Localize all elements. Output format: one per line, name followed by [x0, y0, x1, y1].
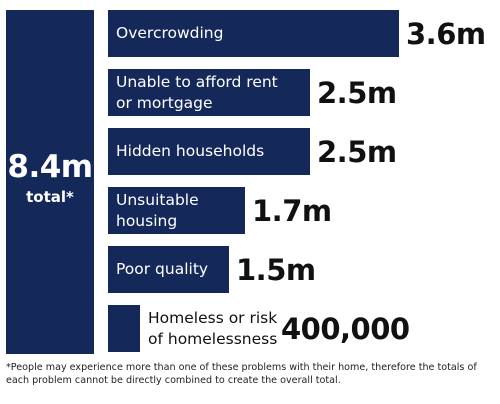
bar-value-label: 2.5m — [317, 135, 397, 169]
bar — [108, 305, 140, 352]
footnote: *People may experience more than one of … — [6, 362, 477, 386]
bar-value-label: 3.6m — [406, 17, 486, 51]
total-label: total* — [26, 188, 74, 206]
bar — [108, 187, 245, 234]
bar-value-label: 2.5m — [317, 76, 397, 110]
bar-label: Overcrowding — [116, 24, 224, 42]
bar — [108, 128, 310, 175]
bar-label: Homeless or risk of homelessness — [148, 309, 278, 348]
bar-value-label: 1.5m — [236, 253, 316, 287]
bar-label: Poor quality — [116, 260, 209, 278]
total-block: 8.4m total* — [6, 10, 94, 354]
bar-value-label: 1.7m — [252, 194, 332, 228]
bar — [108, 246, 229, 293]
bar — [108, 10, 399, 57]
bar-label: Unable to afford rent or mortgage — [116, 73, 278, 112]
bar — [108, 69, 310, 116]
bar-label: Unsuitable housing — [116, 191, 199, 230]
total-value: 8.4m — [7, 149, 93, 185]
bar-label: Hidden households — [116, 142, 265, 160]
bar-value-label: 400,000 — [281, 312, 410, 346]
